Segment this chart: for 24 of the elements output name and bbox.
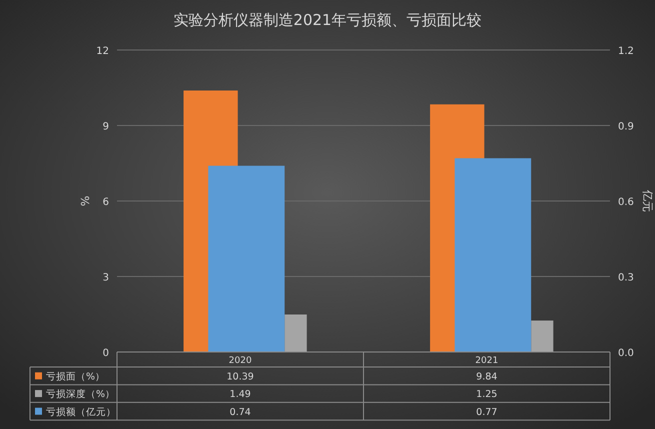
data-label: 0.77	[476, 406, 498, 418]
y2-tick-label: 0.3	[618, 272, 634, 284]
y-tick-label: 12	[96, 46, 109, 57]
legend-label: 亏损深度（%）	[46, 388, 116, 400]
y-tick-label: 3	[102, 272, 109, 284]
data-label: 1.25	[476, 389, 498, 400]
y-tick-label: 6	[102, 197, 109, 208]
y-tick-label: 0	[102, 348, 109, 359]
legend-label: 亏损额（亿元）	[46, 406, 116, 418]
y-axis-title: %	[79, 196, 92, 206]
legend-label: 亏损面（%）	[46, 370, 106, 382]
y2-tick-label: 0.6	[618, 197, 634, 208]
y2-tick-label: 0.9	[618, 122, 634, 132]
chart-title: 实验分析仪器制造2021年亏损额、亏损面比较	[173, 11, 482, 29]
x-tick-label: 2020	[228, 356, 252, 366]
y2-tick-label: 1.2	[618, 46, 634, 57]
x-tick-label: 2021	[475, 356, 498, 366]
y-tick-label: 9	[102, 122, 109, 132]
data-label: 1.49	[230, 389, 251, 400]
data-label: 9.84	[476, 371, 498, 382]
data-label: 0.74	[230, 406, 251, 418]
data-label: 10.39	[226, 371, 254, 382]
y2-tick-label: 0.0	[618, 348, 634, 359]
y2-axis-title: 亿元	[641, 189, 654, 212]
